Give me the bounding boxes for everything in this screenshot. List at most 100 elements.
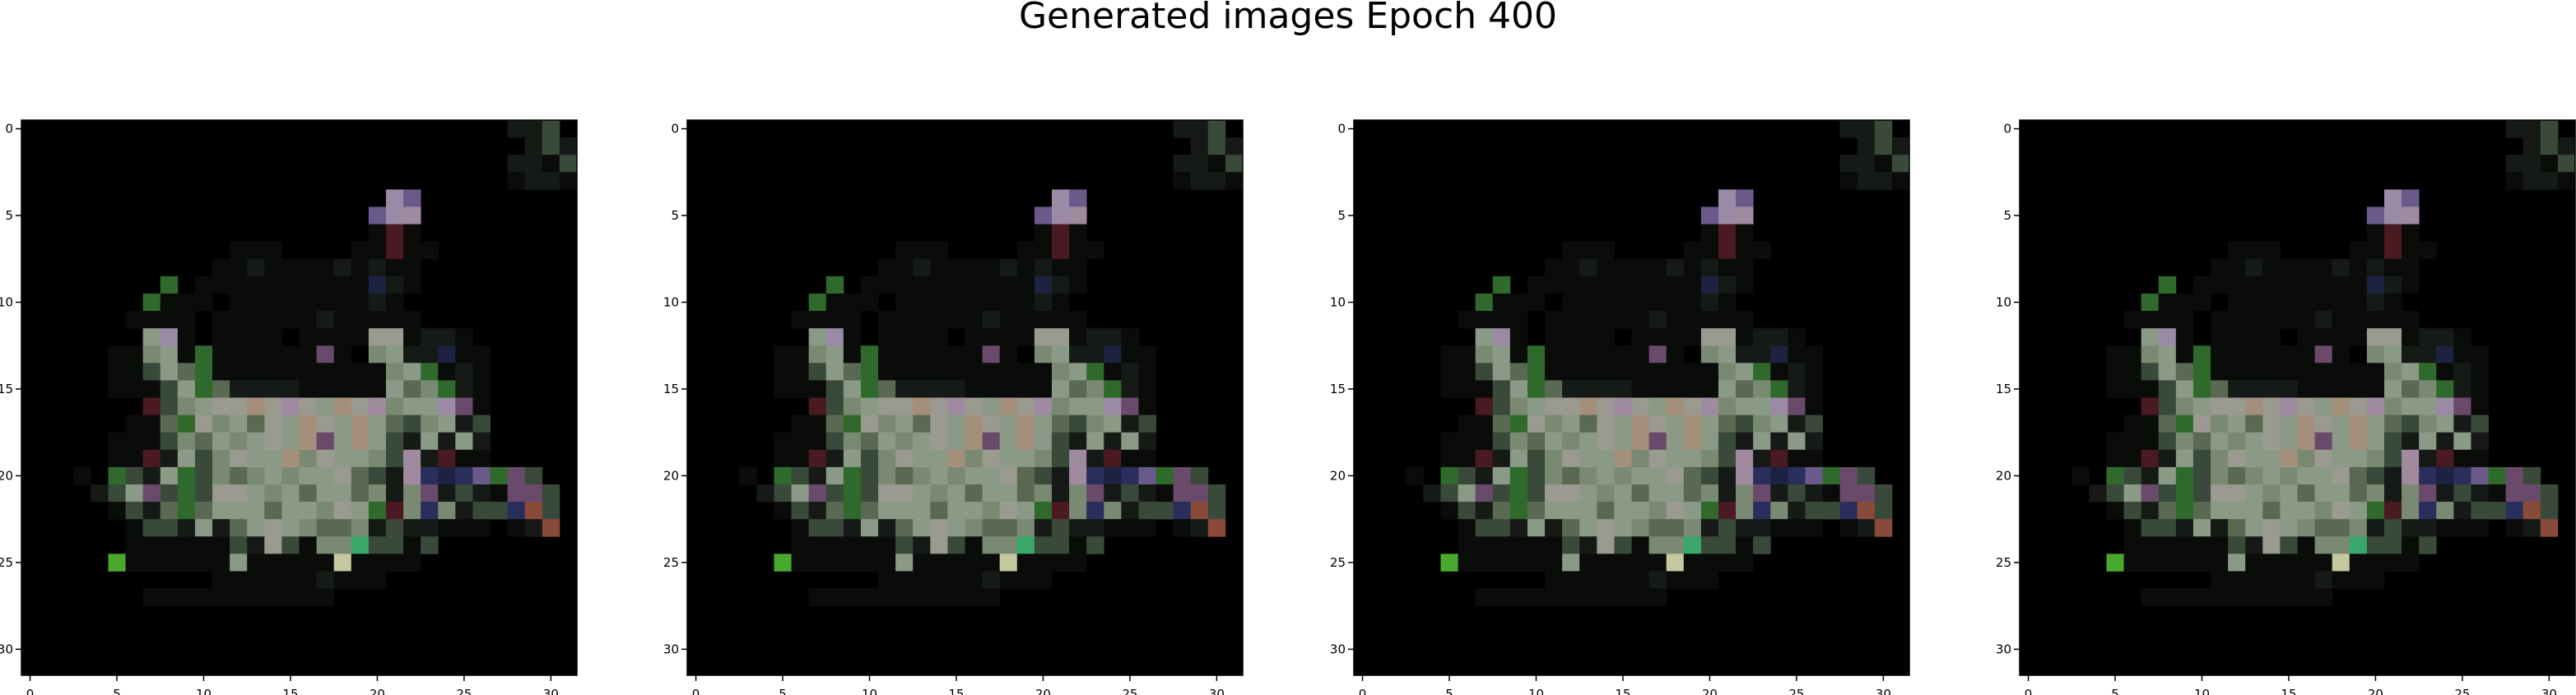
pixel — [1770, 398, 1788, 415]
pixel — [809, 519, 826, 536]
pixel — [2402, 484, 2419, 502]
pixel — [1632, 571, 1649, 588]
pixel — [230, 484, 247, 502]
pixel — [2489, 467, 2506, 484]
pixel — [560, 137, 577, 155]
pixel — [1823, 484, 1840, 502]
pixel — [1597, 450, 1614, 467]
pixel — [895, 398, 913, 415]
pixel — [2402, 259, 2419, 276]
pixel — [1684, 276, 1701, 294]
pixel — [1174, 467, 1191, 484]
pixel — [930, 242, 947, 259]
pixel — [126, 536, 143, 554]
pixel — [1458, 450, 1476, 467]
pixel — [965, 571, 983, 588]
pixel — [1545, 450, 1562, 467]
pixel — [281, 433, 299, 450]
pixel — [1138, 450, 1155, 467]
pixel — [2367, 206, 2384, 224]
pixel — [1649, 259, 1667, 276]
pixel — [1753, 519, 1770, 536]
pixel — [2159, 589, 2176, 606]
pixel — [421, 536, 438, 554]
pixel — [930, 484, 947, 502]
pixel — [2106, 554, 2123, 571]
pixel — [386, 554, 403, 571]
pixel — [1545, 415, 1562, 433]
pixel — [1614, 519, 1631, 536]
pixel — [143, 467, 160, 484]
pixel — [2228, 467, 2245, 484]
pixel — [386, 242, 403, 259]
pixel — [1597, 259, 1614, 276]
pixel — [913, 536, 930, 554]
pixel — [2211, 380, 2228, 397]
pixel — [1000, 502, 1017, 519]
pixel — [983, 502, 1000, 519]
pixel — [2315, 589, 2332, 606]
pixel — [2245, 433, 2262, 450]
pixel — [878, 467, 895, 484]
pixel — [965, 467, 983, 484]
pixel — [351, 398, 369, 415]
pixel — [809, 589, 826, 606]
pixel — [1086, 380, 1104, 397]
pixel — [930, 450, 947, 467]
pixel — [1527, 450, 1545, 467]
pixel — [1684, 484, 1701, 502]
pixel — [2141, 380, 2159, 397]
pixel — [1035, 484, 1052, 502]
pixel — [1701, 294, 1718, 311]
pixel — [2384, 554, 2402, 571]
pixel — [369, 328, 386, 345]
x-tick-label: 20 — [2368, 687, 2383, 695]
pixel — [160, 380, 178, 397]
pixel — [2523, 137, 2541, 155]
pixel — [1545, 276, 1562, 294]
pixel — [983, 433, 1000, 450]
pixel — [1684, 450, 1701, 467]
pixel — [247, 380, 264, 397]
pixel — [2106, 345, 2123, 363]
pixel — [2350, 242, 2367, 259]
pixel — [1069, 276, 1086, 294]
pixel — [195, 380, 212, 397]
pixel — [351, 502, 369, 519]
pixel — [2298, 571, 2315, 588]
pixel — [1191, 502, 1208, 519]
pixel — [178, 554, 195, 571]
pixel — [472, 415, 490, 433]
pixel — [1510, 554, 1527, 571]
pixel — [403, 328, 421, 345]
pixel — [247, 484, 264, 502]
pixel — [913, 467, 930, 484]
pixel — [2453, 328, 2471, 345]
pixel — [2193, 536, 2211, 554]
pixel — [1121, 328, 1138, 345]
pixel — [1632, 467, 1649, 484]
pixel — [1476, 311, 1493, 328]
pixel — [774, 433, 791, 450]
pixel — [1649, 571, 1667, 588]
pixel — [472, 484, 490, 502]
pixel — [317, 484, 334, 502]
pixel — [1476, 294, 1493, 311]
pixel — [2211, 502, 2228, 519]
pixel — [386, 276, 403, 294]
x-tick-label: 5 — [113, 687, 121, 695]
pixel — [1510, 345, 1527, 363]
pixel — [1017, 450, 1035, 467]
pixel — [212, 433, 230, 450]
pixel — [403, 433, 421, 450]
pixel — [1476, 502, 1493, 519]
pixel — [1736, 276, 1753, 294]
pixel — [2280, 589, 2297, 606]
pixel — [1649, 554, 1667, 571]
pixel — [2245, 345, 2262, 363]
pixel — [1736, 467, 1753, 484]
pixel — [108, 467, 125, 484]
pixel — [2228, 536, 2245, 554]
pixel — [2245, 328, 2262, 345]
